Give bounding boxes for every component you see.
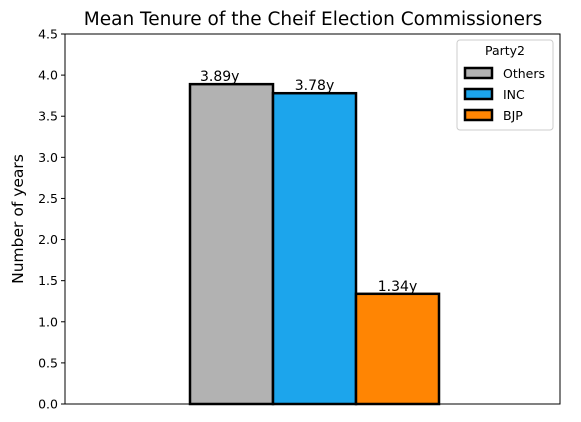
y-tick-label: 0.5	[38, 355, 58, 370]
bar-labels-group: 3.89y 3.78y 1.34y	[200, 69, 417, 295]
bars-group	[188, 82, 441, 406]
legend-swatch-others	[463, 66, 494, 80]
bar-data-label: 3.89y	[200, 69, 239, 85]
chart-title: Mean Tenure of the Cheif Election Commis…	[84, 9, 542, 30]
legend: Party2 Others INC BJP	[456, 39, 554, 131]
legend-items: Others INC BJP	[463, 66, 545, 123]
legend-label-inc: INC	[503, 87, 525, 102]
legend-label-bjp: BJP	[503, 108, 523, 123]
legend-label-others: Others	[503, 66, 545, 81]
legend-box	[456, 39, 554, 131]
y-tick-label: 0.0	[38, 397, 58, 412]
legend-swatch-bjp	[463, 108, 494, 122]
y-axis: 0.0 0.5 1.0 1.5 2.0 2.5 3.0 3.5 4.0 4.5	[38, 27, 65, 412]
bar-data-label: 1.34y	[378, 279, 417, 295]
y-tick-label: 4.0	[38, 68, 58, 83]
legend-title: Party2	[485, 43, 525, 58]
y-tick-label: 3.5	[38, 109, 58, 124]
legend-swatch-inc	[463, 87, 494, 101]
bar-inc	[271, 91, 358, 406]
y-tick-label: 2.5	[38, 191, 58, 206]
y-tick-label: 3.0	[38, 150, 58, 165]
bar-bjp	[354, 292, 441, 406]
y-tick-label: 2.0	[38, 232, 58, 247]
y-tick-label: 4.5	[38, 27, 58, 42]
plot-area-frame	[64, 33, 561, 405]
bar-data-label: 3.78y	[295, 78, 334, 94]
y-axis-label: Number of years	[9, 154, 27, 284]
y-tick-label: 1.0	[38, 314, 58, 329]
bar-others	[188, 82, 275, 406]
y-tick-label: 1.5	[38, 273, 58, 288]
